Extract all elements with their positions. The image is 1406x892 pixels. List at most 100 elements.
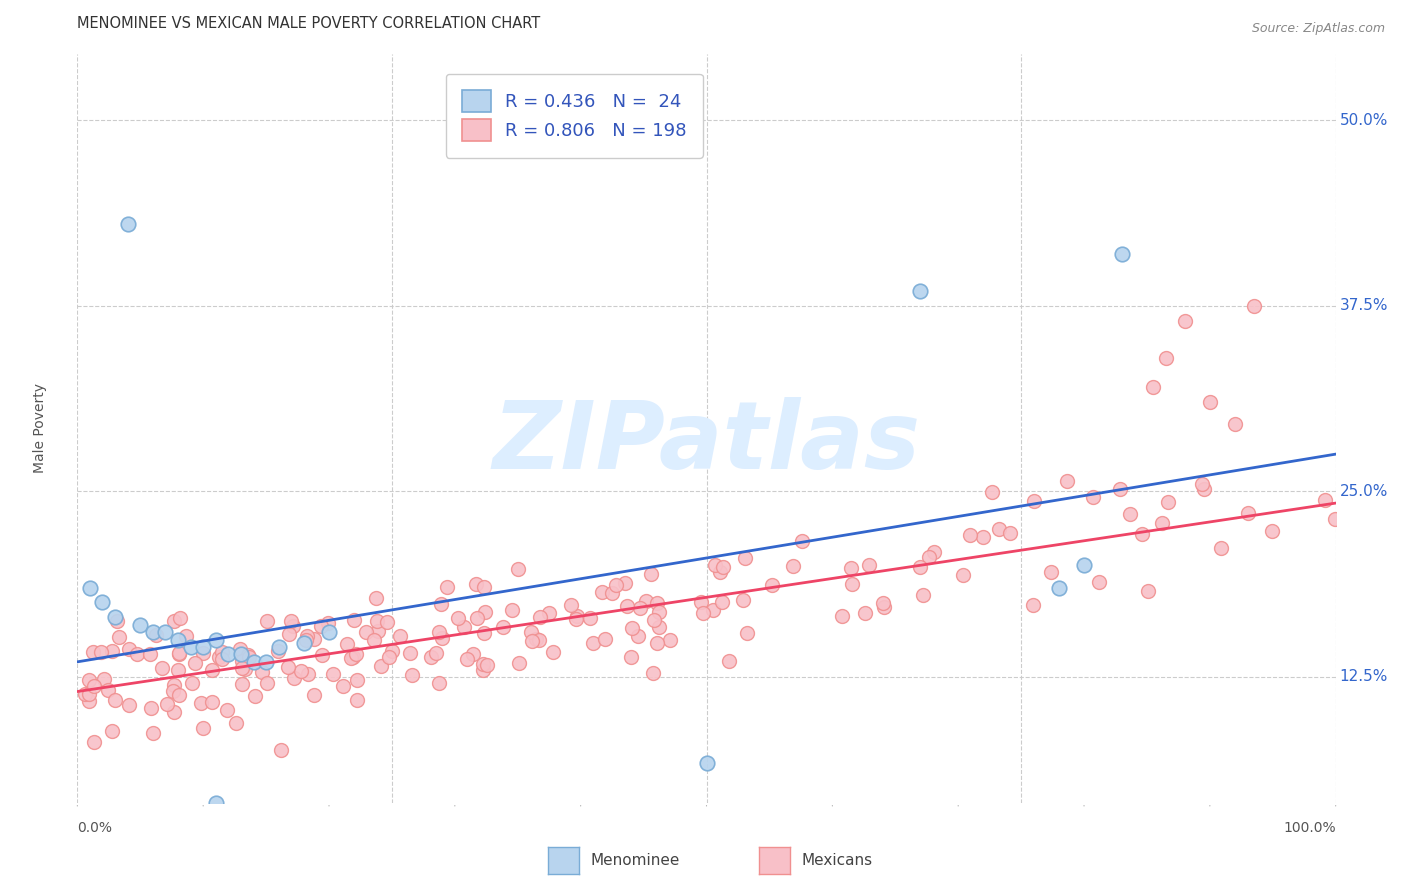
- Point: [342, 649, 364, 664]
- Point: [1324, 512, 1347, 526]
- Point: [427, 676, 450, 690]
- Point: [1315, 493, 1337, 508]
- Point: [734, 551, 756, 566]
- Point: [1150, 516, 1173, 531]
- Point: [419, 649, 441, 664]
- Text: 12.5%: 12.5%: [1340, 669, 1388, 684]
- Point: [1081, 490, 1104, 504]
- Point: [600, 586, 623, 600]
- Point: [340, 650, 363, 665]
- Point: [735, 625, 758, 640]
- Point: [702, 603, 724, 617]
- Point: [628, 601, 651, 615]
- Point: [176, 630, 198, 644]
- Point: [1223, 417, 1246, 432]
- Point: [501, 602, 523, 616]
- Point: [782, 558, 804, 573]
- Point: [1047, 581, 1070, 595]
- Point: [297, 666, 319, 681]
- Point: [471, 657, 494, 671]
- Point: [344, 648, 367, 662]
- Point: [180, 640, 202, 654]
- Text: 50.0%: 50.0%: [1340, 112, 1388, 128]
- Point: [1142, 380, 1164, 394]
- Point: [163, 614, 186, 628]
- Point: [492, 620, 515, 634]
- Text: Mexicans: Mexicans: [801, 854, 873, 868]
- Point: [711, 560, 734, 574]
- Point: [1192, 482, 1215, 496]
- Point: [233, 662, 256, 676]
- Point: [1022, 493, 1045, 508]
- Point: [427, 624, 450, 639]
- Point: [243, 689, 266, 703]
- Point: [141, 701, 163, 715]
- Point: [91, 595, 114, 609]
- Point: [105, 615, 128, 629]
- Point: [529, 610, 551, 624]
- Point: [190, 697, 212, 711]
- Point: [77, 673, 100, 687]
- Text: MENOMINEE VS MEXICAN MALE POVERTY CORRELATION CHART: MENOMINEE VS MEXICAN MALE POVERTY CORREL…: [77, 16, 540, 31]
- Point: [75, 687, 97, 701]
- Point: [302, 632, 325, 646]
- Point: [375, 615, 398, 629]
- Point: [471, 663, 494, 677]
- Point: [101, 644, 124, 658]
- Point: [283, 619, 305, 633]
- Point: [520, 624, 543, 639]
- Point: [616, 599, 638, 613]
- Point: [162, 683, 184, 698]
- Point: [211, 652, 233, 666]
- Point: [565, 609, 588, 624]
- Point: [988, 522, 1011, 536]
- Point: [238, 649, 260, 664]
- Point: [167, 632, 190, 647]
- Point: [731, 593, 754, 607]
- Point: [267, 644, 290, 658]
- Point: [1154, 351, 1177, 365]
- Point: [336, 637, 359, 651]
- Point: [1198, 395, 1220, 409]
- Point: [690, 595, 713, 609]
- Point: [692, 606, 714, 620]
- Point: [453, 620, 475, 634]
- Point: [475, 658, 498, 673]
- Point: [910, 560, 932, 574]
- Point: [318, 625, 340, 640]
- Point: [200, 695, 222, 709]
- Point: [183, 656, 205, 670]
- Point: [242, 655, 264, 669]
- Point: [1040, 565, 1063, 579]
- Point: [537, 606, 560, 620]
- Point: [238, 648, 260, 663]
- Point: [364, 591, 387, 605]
- Point: [270, 743, 292, 757]
- Point: [267, 640, 290, 654]
- Text: 25.0%: 25.0%: [1340, 483, 1388, 499]
- Point: [952, 567, 974, 582]
- Point: [118, 642, 141, 657]
- Point: [980, 484, 1002, 499]
- Point: [858, 558, 880, 572]
- Point: [918, 549, 941, 564]
- Point: [217, 648, 239, 662]
- Point: [104, 693, 127, 707]
- Point: [139, 647, 162, 661]
- Point: [541, 645, 564, 659]
- Point: [643, 613, 665, 627]
- Point: [621, 621, 644, 635]
- Point: [605, 578, 627, 592]
- Point: [129, 617, 152, 632]
- Point: [381, 643, 404, 657]
- Point: [648, 620, 671, 634]
- Point: [145, 628, 167, 642]
- Point: [167, 647, 190, 661]
- Point: [1237, 506, 1260, 520]
- Point: [377, 650, 399, 665]
- Point: [659, 632, 682, 647]
- Point: [1056, 474, 1078, 488]
- Point: [208, 649, 231, 664]
- Point: [529, 632, 551, 647]
- Point: [636, 594, 658, 608]
